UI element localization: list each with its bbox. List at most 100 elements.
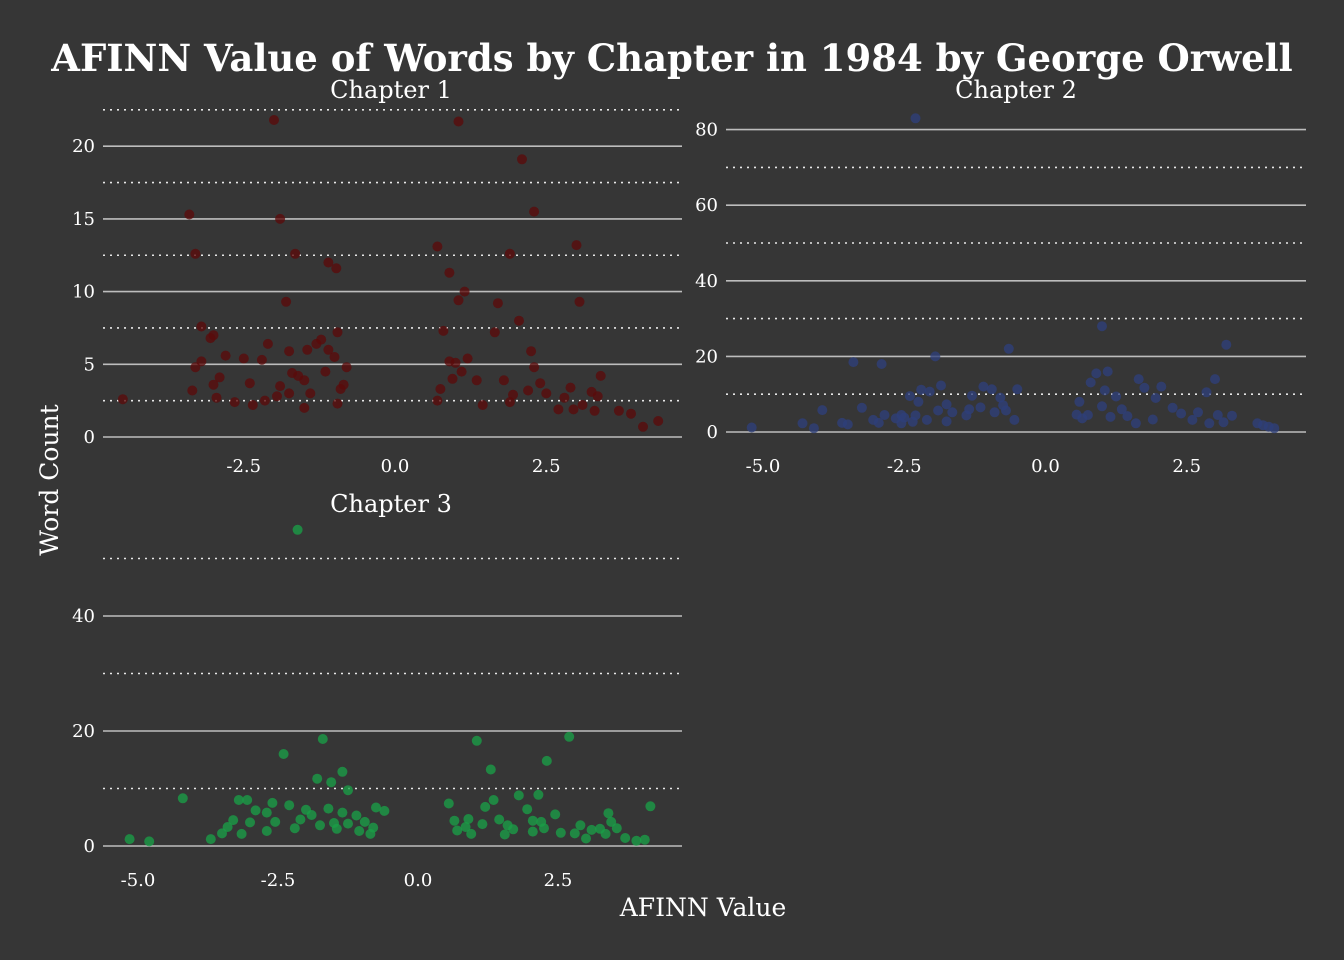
data-point [1212, 410, 1223, 420]
data-point [438, 325, 449, 336]
panel-chapter-1: Chapter 1 0 5 10 15 20 -2.5 0.0 2.5 [72, 76, 682, 477]
data-point [337, 766, 348, 777]
data-point [595, 370, 606, 381]
data-point [290, 248, 301, 259]
data-point [272, 391, 282, 402]
data-point [876, 359, 887, 369]
data-point [284, 388, 295, 399]
data-point [975, 402, 986, 413]
data-point [305, 388, 316, 399]
x-tick-label: -5.0 [746, 456, 781, 477]
data-point [569, 828, 580, 839]
data-point [564, 731, 575, 742]
y-tick-label: 40 [695, 271, 718, 292]
data-point [638, 421, 648, 432]
data-point [456, 366, 467, 377]
data-point [555, 827, 566, 838]
data-point [533, 789, 544, 800]
data-point [1204, 418, 1215, 429]
data-point [517, 154, 527, 165]
data-point [259, 395, 270, 406]
data-point [1099, 385, 1110, 396]
data-point [1077, 413, 1088, 424]
data-point [626, 408, 636, 419]
data-point [1097, 401, 1107, 412]
data-point [247, 400, 258, 410]
data-point [267, 797, 278, 808]
data-point [471, 375, 482, 386]
strip-label: Chapter 2 [955, 76, 1077, 104]
data-point [485, 764, 496, 775]
data-point [910, 113, 921, 124]
data-point [261, 807, 272, 818]
data-point [306, 810, 317, 820]
data-point [238, 353, 249, 364]
data-point [489, 327, 500, 338]
data-point [933, 405, 944, 416]
data-point [526, 346, 537, 357]
data-point [447, 373, 458, 384]
data-point [967, 390, 977, 401]
data-point [343, 785, 353, 796]
data-point [1139, 382, 1150, 393]
data-point [480, 801, 491, 812]
data-point [220, 350, 231, 361]
data-point [329, 352, 340, 362]
data-point [995, 392, 1006, 403]
data-point [645, 801, 656, 812]
data-point [797, 418, 808, 429]
data-point [1193, 407, 1203, 418]
data-point [592, 391, 603, 402]
data-point [250, 805, 261, 816]
data-point [299, 402, 310, 413]
data-point [477, 400, 488, 410]
data-point [233, 795, 244, 805]
x-tick-label: -5.0 [121, 870, 156, 891]
data-point [208, 330, 219, 341]
data-point [275, 213, 286, 224]
data-point [270, 816, 281, 827]
data-point [326, 777, 337, 788]
data-point [631, 835, 642, 846]
data-point [873, 417, 884, 428]
data-point [941, 416, 952, 427]
data-point [529, 206, 540, 217]
data-point [190, 362, 201, 373]
data-point [1102, 366, 1113, 377]
panel-chapter-3: Chapter 3 0 20 40 -5.0 -2.5 0.0 2.5 [72, 490, 682, 891]
data-point [1201, 387, 1212, 398]
data-point [315, 820, 325, 831]
strip-label: Chapter 3 [330, 490, 452, 518]
data-point [1111, 391, 1122, 402]
data-point [320, 366, 331, 377]
x-axis-title: AFINN Value [619, 893, 787, 922]
data-point [1105, 411, 1116, 422]
data-point [1012, 384, 1023, 395]
data-point [817, 405, 828, 416]
data-point [289, 823, 300, 834]
data-point [978, 381, 989, 392]
data-point [295, 814, 306, 825]
data-point [565, 382, 576, 393]
data-point [947, 407, 958, 418]
y-tick-label: 20 [72, 136, 95, 157]
data-point [879, 410, 890, 420]
data-point [435, 384, 446, 394]
data-point [177, 793, 188, 804]
data-point [466, 828, 477, 839]
data-point [196, 321, 207, 332]
data-point [620, 833, 631, 843]
data-point [462, 353, 473, 364]
data-point [921, 414, 932, 425]
data-point [449, 815, 460, 826]
data-point [586, 824, 597, 835]
data-point [337, 807, 348, 818]
data-point [535, 378, 546, 389]
data-point [262, 338, 273, 349]
y-axis-title: Word Count [35, 404, 64, 555]
data-point [287, 368, 298, 378]
data-point [256, 354, 267, 365]
data-point [1097, 321, 1107, 332]
data-point [989, 407, 1000, 418]
data-point [541, 388, 552, 399]
